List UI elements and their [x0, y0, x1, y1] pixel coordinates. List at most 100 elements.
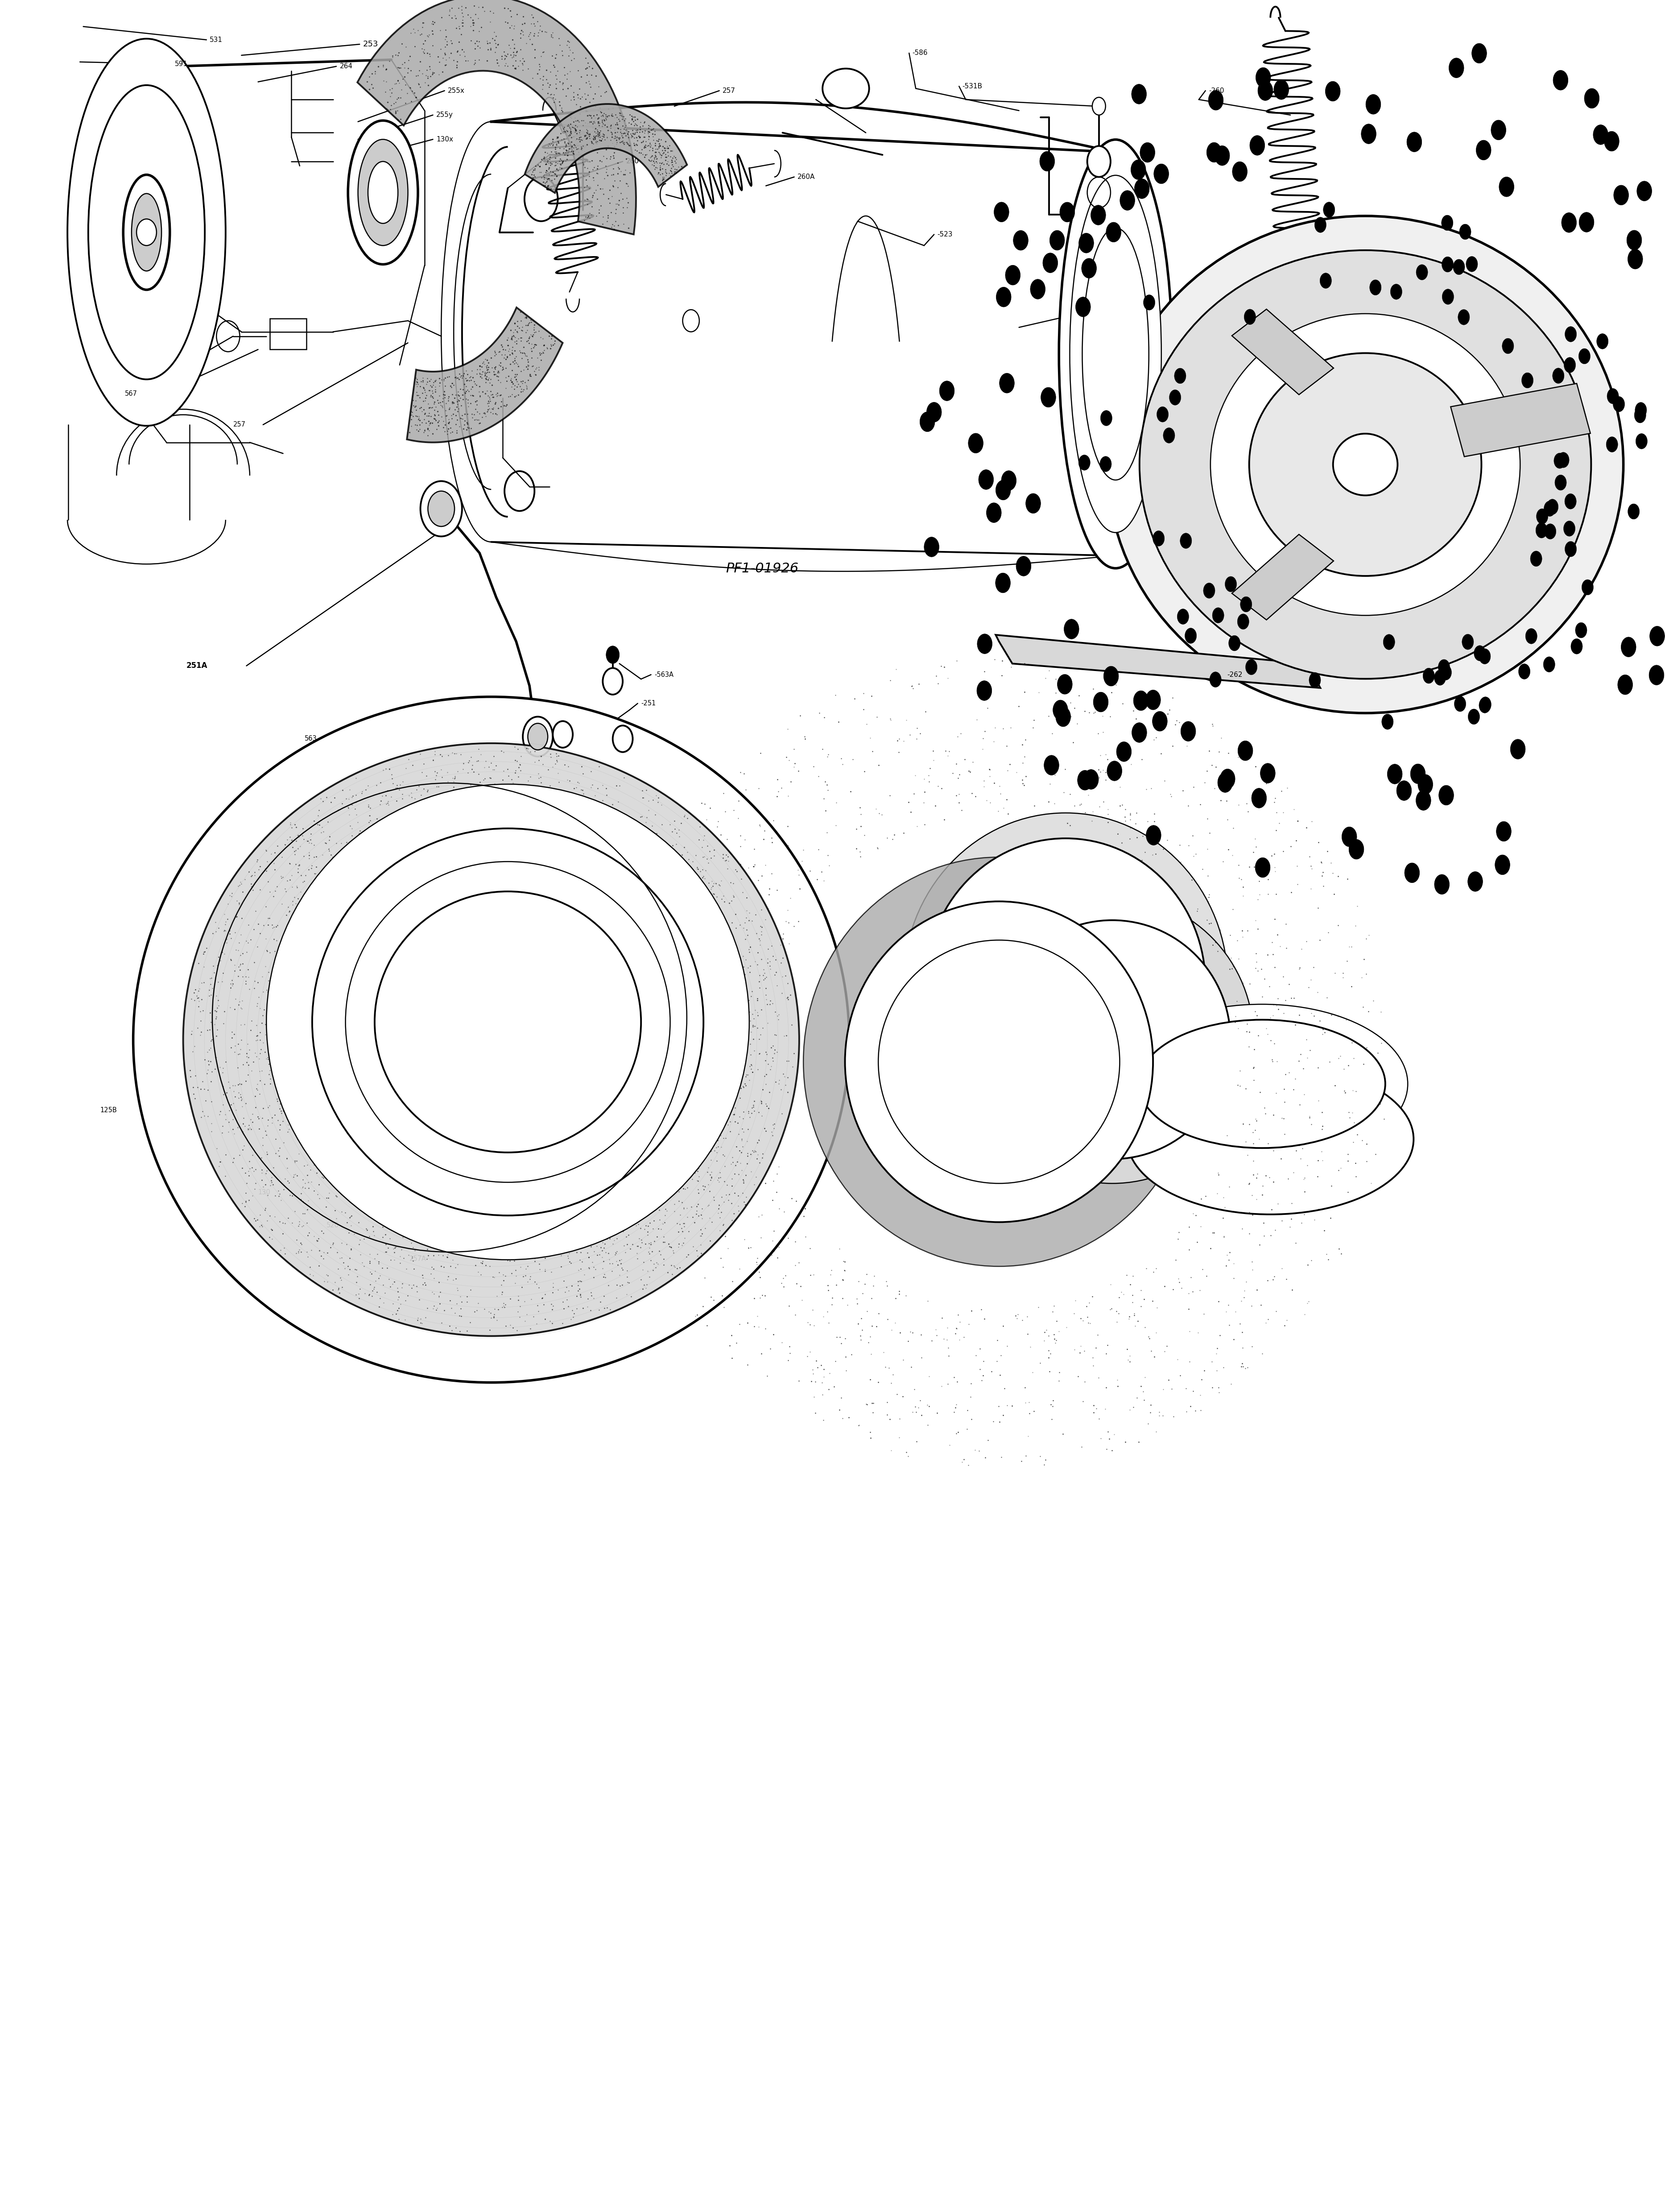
Ellipse shape: [346, 863, 669, 1181]
Circle shape: [1001, 471, 1016, 491]
Ellipse shape: [1139, 250, 1592, 679]
Text: -586: -586: [912, 49, 927, 58]
Ellipse shape: [1082, 228, 1149, 480]
Circle shape: [1537, 509, 1548, 524]
Polygon shape: [358, 0, 636, 234]
Circle shape: [1014, 230, 1029, 250]
Circle shape: [1349, 838, 1364, 858]
Circle shape: [1382, 714, 1394, 730]
Polygon shape: [524, 104, 688, 192]
Circle shape: [1094, 692, 1109, 712]
Text: 257: 257: [233, 420, 246, 429]
Text: 260: 260: [626, 157, 639, 166]
Ellipse shape: [1249, 354, 1482, 575]
Circle shape: [1315, 217, 1327, 232]
Ellipse shape: [428, 491, 455, 526]
Circle shape: [1419, 774, 1434, 794]
Circle shape: [1077, 770, 1092, 790]
Ellipse shape: [1116, 1004, 1407, 1164]
Text: 531c: 531c: [125, 363, 142, 372]
Circle shape: [1362, 124, 1377, 144]
Circle shape: [1240, 597, 1252, 613]
Text: -250: -250: [1399, 624, 1414, 633]
Circle shape: [1477, 139, 1492, 159]
Circle shape: [603, 668, 623, 695]
Circle shape: [1064, 619, 1079, 639]
Circle shape: [1006, 265, 1021, 285]
Circle shape: [1229, 635, 1240, 650]
Ellipse shape: [613, 726, 633, 752]
Ellipse shape: [420, 482, 461, 535]
Circle shape: [1439, 659, 1450, 675]
Ellipse shape: [1071, 175, 1161, 533]
Ellipse shape: [994, 920, 1230, 1159]
Circle shape: [1555, 476, 1567, 491]
Text: 125B: 125B: [100, 1106, 117, 1115]
Ellipse shape: [67, 40, 225, 425]
Circle shape: [996, 288, 1011, 307]
Circle shape: [1049, 230, 1064, 250]
Circle shape: [1627, 230, 1642, 250]
Circle shape: [1180, 721, 1195, 741]
Circle shape: [1057, 675, 1072, 695]
Circle shape: [137, 219, 157, 246]
Text: 253: 253: [363, 40, 378, 49]
Text: 130x: 130x: [436, 135, 453, 144]
Circle shape: [1628, 504, 1640, 520]
Circle shape: [1442, 290, 1454, 305]
Circle shape: [1607, 389, 1618, 405]
Circle shape: [1039, 150, 1054, 170]
Circle shape: [1212, 608, 1224, 624]
Text: -125: -125: [1029, 958, 1044, 967]
Circle shape: [1442, 257, 1454, 272]
Circle shape: [1101, 411, 1112, 427]
Circle shape: [1593, 124, 1608, 144]
Circle shape: [1220, 770, 1235, 790]
Circle shape: [1563, 358, 1575, 374]
Text: 257A: 257A: [410, 1254, 426, 1263]
Text: 251A: 251A: [186, 661, 208, 670]
Circle shape: [1565, 542, 1577, 557]
Circle shape: [528, 723, 548, 750]
Circle shape: [1059, 201, 1074, 221]
Circle shape: [1320, 272, 1332, 288]
Circle shape: [1454, 697, 1465, 712]
Circle shape: [1474, 646, 1485, 661]
Circle shape: [1217, 772, 1232, 792]
Circle shape: [1618, 675, 1633, 695]
Circle shape: [1562, 212, 1577, 232]
Circle shape: [924, 538, 939, 557]
Text: -260: -260: [1209, 86, 1224, 95]
Circle shape: [1575, 622, 1587, 637]
Circle shape: [1449, 58, 1464, 77]
Circle shape: [1479, 648, 1490, 664]
Ellipse shape: [368, 161, 398, 223]
Ellipse shape: [1210, 314, 1520, 615]
Text: -125A: -125A: [1232, 1022, 1252, 1031]
Circle shape: [1553, 453, 1565, 469]
Text: PF1-01926: PF1-01926: [726, 562, 799, 575]
Polygon shape: [1232, 310, 1334, 394]
Circle shape: [986, 502, 1001, 522]
Text: 254: 254: [603, 122, 616, 131]
Circle shape: [1434, 670, 1445, 686]
Text: 130: 130: [258, 1188, 270, 1197]
Text: 531: 531: [210, 35, 223, 44]
Circle shape: [1079, 456, 1091, 471]
Circle shape: [1146, 825, 1161, 845]
Circle shape: [1146, 690, 1161, 710]
Ellipse shape: [971, 896, 1254, 1183]
Circle shape: [1164, 427, 1175, 442]
Circle shape: [1104, 666, 1119, 686]
Circle shape: [977, 635, 992, 655]
Circle shape: [1232, 161, 1247, 181]
Circle shape: [926, 403, 941, 422]
Circle shape: [1091, 206, 1106, 226]
Ellipse shape: [1334, 434, 1397, 495]
Text: 255x: 255x: [448, 86, 465, 95]
Circle shape: [1553, 71, 1568, 91]
Circle shape: [1635, 434, 1647, 449]
Circle shape: [1132, 723, 1147, 743]
Circle shape: [1535, 522, 1547, 538]
Circle shape: [1622, 637, 1637, 657]
